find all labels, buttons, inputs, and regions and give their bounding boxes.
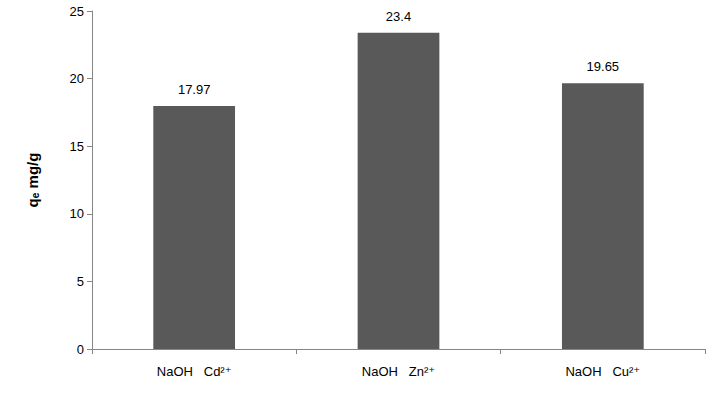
- svg-text:NaOH Cu²⁺: NaOH Cu²⁺: [565, 364, 640, 379]
- svg-text:19.65: 19.65: [587, 59, 620, 74]
- svg-text:NaOH Cd²⁺: NaOH Cd²⁺: [157, 364, 232, 379]
- svg-text:5: 5: [77, 274, 84, 289]
- svg-text:10: 10: [70, 206, 84, 221]
- svg-text:17.97: 17.97: [178, 82, 211, 97]
- svg-text:15: 15: [70, 139, 84, 154]
- svg-text:20: 20: [70, 71, 84, 86]
- svg-text:qₑ mg/g: qₑ mg/g: [24, 153, 41, 208]
- svg-text:NaOH Zn²⁺: NaOH Zn²⁺: [362, 364, 435, 379]
- svg-text:25: 25: [70, 4, 84, 19]
- svg-text:0: 0: [77, 342, 84, 357]
- svg-text:23.4: 23.4: [386, 9, 411, 24]
